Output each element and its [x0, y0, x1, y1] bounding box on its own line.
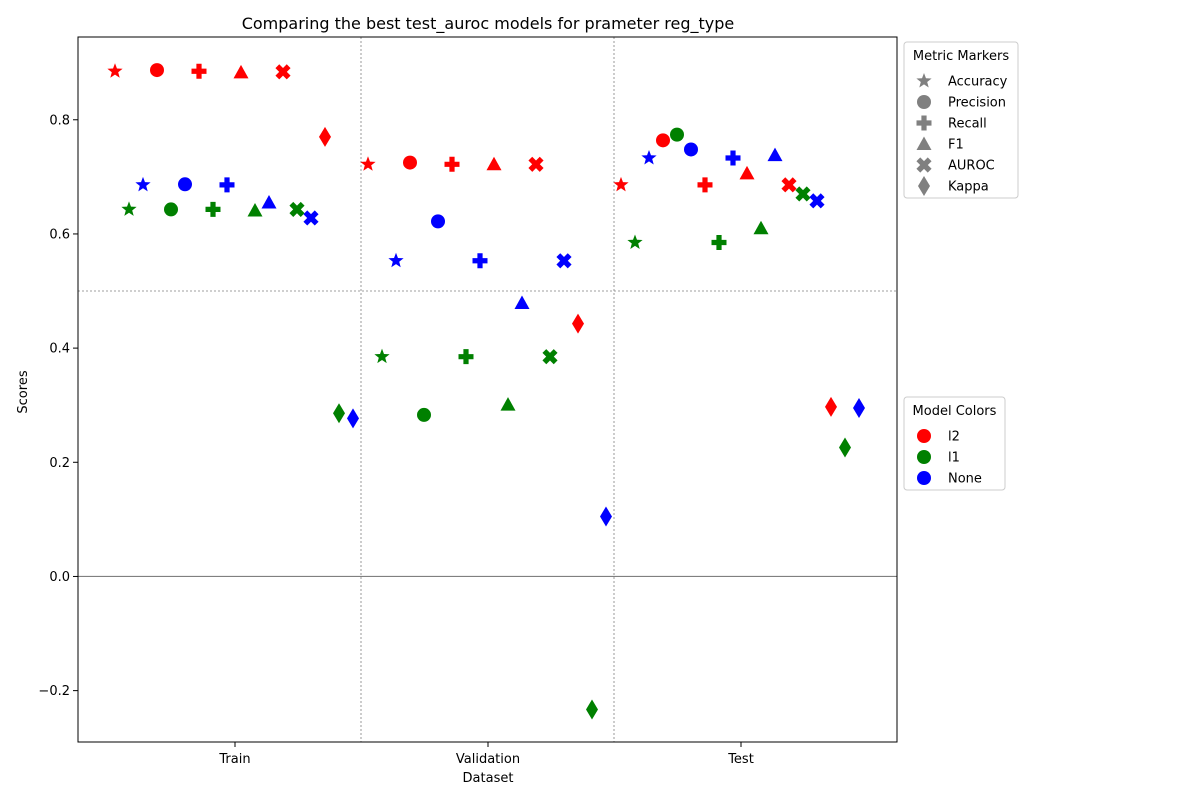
point-validation-auroc-l1 [542, 349, 558, 365]
point-test-kappa-l2 [825, 396, 837, 417]
point-train-auroc-none [303, 210, 319, 226]
x-axis-label: Dataset [463, 771, 514, 786]
legend-marker-l2 [917, 429, 931, 443]
point-train-kappa-none [347, 408, 359, 429]
point-validation-recall-none [472, 253, 488, 269]
point-test-auroc-l1 [795, 186, 811, 202]
point-test-auroc-none [809, 193, 825, 209]
point-validation-precision-l2 [403, 155, 417, 170]
y-tick-label: 0.8 [49, 113, 70, 128]
y-tick-label: 0.4 [49, 342, 70, 357]
legend-marker-recall [916, 115, 932, 131]
y-tick-label: 0.0 [49, 570, 70, 585]
point-train-recall-l1 [205, 201, 221, 217]
x-tick-label-test: Test [727, 752, 754, 767]
legend-title: Metric Markers [913, 49, 1009, 64]
legend-box [903, 41, 1019, 199]
point-train-accuracy-l1 [121, 201, 137, 216]
legend-label-auroc: AUROC [948, 159, 995, 174]
point-validation-precision-none [431, 214, 445, 229]
point-test-kappa-l1 [839, 437, 851, 458]
point-train-kappa-l1 [333, 403, 345, 424]
legend-label-kappa: Kappa [948, 180, 989, 195]
y-axis-label: Scores [16, 370, 31, 413]
x-tick-label-validation: Validation [456, 752, 520, 767]
chart-title: Comparing the best test_auroc models for… [242, 14, 735, 34]
y-tick-label: −0.2 [38, 684, 70, 699]
axes: −0.2 0.0 0.2 0.4 0.6 0.8 Train Validation Test [38, 36, 898, 767]
point-test-f1-l1 [753, 220, 769, 235]
point-test-precision-none [684, 142, 698, 157]
data-points [107, 63, 865, 720]
point-test-f1-l2 [739, 165, 755, 180]
legend-metric-markers: Metric Markers Accuracy Precision Recall F1 A… [903, 41, 1019, 199]
point-test-accuracy-l2 [613, 176, 629, 192]
point-validation-accuracy-none [388, 252, 404, 268]
point-validation-kappa-l1 [586, 699, 598, 720]
point-validation-accuracy-l1 [374, 348, 390, 364]
point-test-accuracy-l1 [627, 234, 643, 249]
point-train-f1-none [261, 195, 277, 209]
point-validation-f1-l2 [486, 156, 502, 171]
legend-marker-auroc [916, 157, 932, 173]
legend-marker-accuracy [916, 73, 932, 88]
point-train-kappa-l2 [319, 126, 331, 147]
point-validation-recall-l1 [458, 349, 474, 365]
point-test-kappa-none [853, 398, 865, 419]
legend-label-recall: Recall [948, 117, 987, 132]
point-validation-precision-l1 [417, 407, 431, 422]
legend-label-accuracy: Accuracy [948, 75, 1008, 90]
point-validation-auroc-none [556, 253, 572, 269]
legend-marker-none [917, 471, 931, 485]
point-train-auroc-l2 [275, 64, 291, 80]
point-test-precision-l1 [670, 127, 684, 142]
point-validation-auroc-l2 [528, 156, 544, 172]
plot-background [78, 37, 897, 742]
legend-label-l1: l1 [948, 451, 960, 466]
point-train-accuracy-none [135, 176, 151, 192]
point-train-recall-none [219, 177, 235, 193]
legends: Metric Markers Accuracy Precision Recall F1 A… [903, 41, 1019, 491]
legend-marker-precision [917, 95, 931, 109]
legend-marker-f1 [916, 136, 932, 150]
y-tick-label: 0.6 [49, 227, 70, 242]
point-validation-f1-none [514, 295, 530, 310]
legend-marker-l1 [917, 450, 931, 464]
legend-label-l2: l2 [948, 430, 960, 445]
point-train-precision-l1 [164, 202, 178, 217]
point-validation-kappa-l2 [572, 313, 584, 334]
legend-title: Model Colors [913, 404, 997, 419]
point-train-accuracy-l2 [107, 63, 123, 78]
legend-label-none: None [948, 472, 982, 487]
point-test-auroc-l2 [781, 177, 797, 193]
point-test-accuracy-none [641, 150, 657, 165]
point-train-f1-l2 [233, 64, 249, 79]
point-test-f1-none [767, 147, 783, 162]
point-validation-f1-l1 [500, 397, 516, 411]
point-train-precision-l2 [150, 63, 164, 78]
point-validation-recall-l2 [444, 156, 460, 172]
legend-box [903, 396, 1006, 491]
point-test-recall-l1 [711, 235, 727, 251]
legend-model-colors: Model Colors l2 l1 None [903, 396, 1006, 491]
point-train-f1-l1 [247, 203, 263, 217]
plot-frame [77, 36, 898, 743]
point-train-precision-none [178, 177, 192, 192]
point-train-recall-l2 [191, 63, 207, 79]
point-validation-accuracy-l2 [360, 156, 376, 171]
legend-label-precision: Precision [948, 96, 1006, 111]
plot-area [78, 37, 897, 742]
point-test-precision-l2 [656, 133, 670, 148]
legend-marker-kappa [918, 176, 930, 196]
x-tick-label-train: Train [218, 752, 250, 767]
point-test-recall-none [725, 150, 741, 166]
y-tick-label: 0.2 [49, 456, 70, 471]
point-test-recall-l2 [697, 177, 713, 193]
legend-label-f1: F1 [948, 138, 964, 153]
point-train-auroc-l1 [289, 201, 305, 217]
point-validation-kappa-none [600, 506, 612, 527]
